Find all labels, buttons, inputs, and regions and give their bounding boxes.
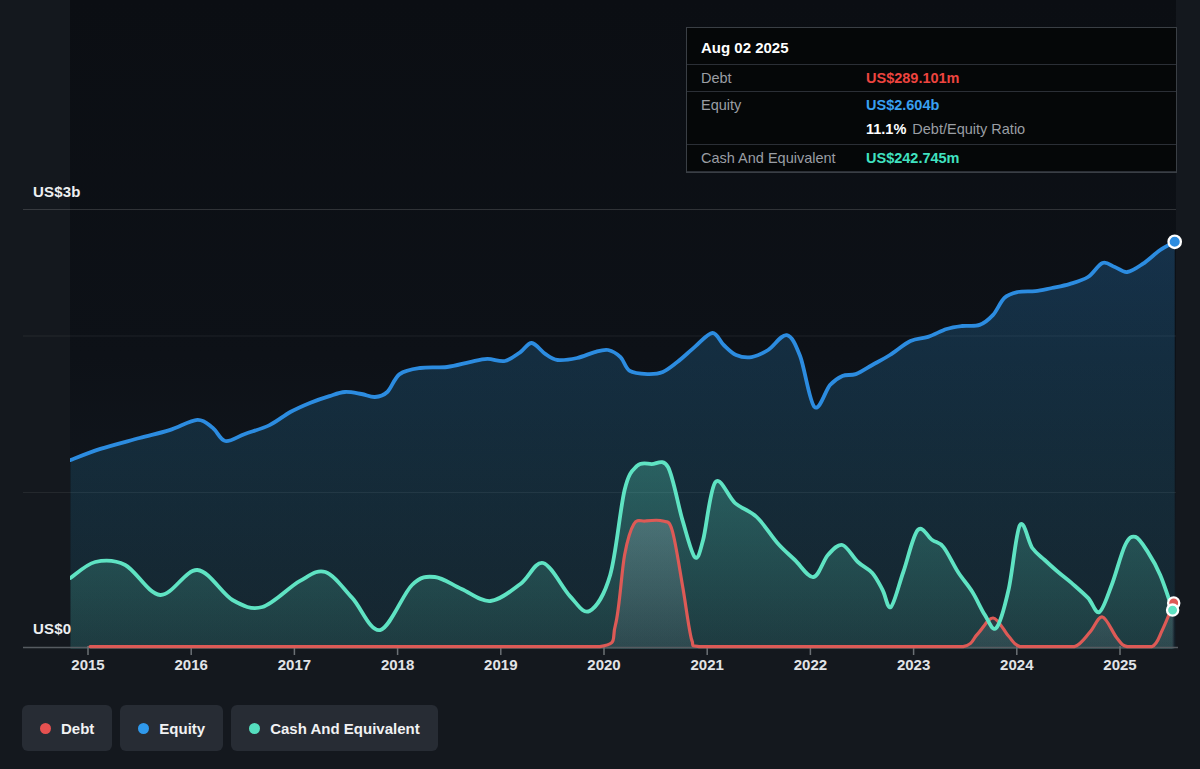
y-axis-label-top: US$3b <box>33 183 81 200</box>
tooltip-row-equity: Equity US$2.604b <box>687 91 1176 118</box>
tooltip-debt-label: Debt <box>701 70 866 86</box>
legend-debt-label: Debt <box>61 720 94 737</box>
legend-cash-label: Cash And Equivalent <box>270 720 419 737</box>
tooltip-ratio-value: 11.1% <box>866 121 906 137</box>
tooltip: Aug 02 2025 Debt US$289.101m Equity US$2… <box>686 27 1177 173</box>
x-axis-label-2021: 2021 <box>667 656 747 673</box>
tooltip-cash-label: Cash And Equivalent <box>701 150 866 166</box>
x-axis-label-2017: 2017 <box>254 656 334 673</box>
tooltip-ratio: 11.1% Debt/Equity Ratio <box>866 121 1025 137</box>
cash-and-equivalent-endpoint-marker <box>1167 605 1178 616</box>
legend: Debt Equity Cash And Equivalent <box>22 705 438 751</box>
debt-dot-icon <box>40 723 51 734</box>
legend-equity-label: Equity <box>159 720 205 737</box>
tooltip-date: Aug 02 2025 <box>687 34 1176 64</box>
y-axis-label-bottom: US$0 <box>33 620 71 637</box>
tooltip-row-debt: Debt US$289.101m <box>687 64 1176 91</box>
legend-item-cash[interactable]: Cash And Equivalent <box>231 705 437 751</box>
legend-item-debt[interactable]: Debt <box>22 705 112 751</box>
cash-dot-icon <box>249 723 260 734</box>
chart-panel: US$3b US$0 2015 2016 2017 2018 2019 2020… <box>0 0 1200 769</box>
x-axis-label-2019: 2019 <box>461 656 541 673</box>
tooltip-equity-value: US$2.604b <box>866 97 939 113</box>
x-axis-label-2023: 2023 <box>874 656 954 673</box>
x-axis-label-2020: 2020 <box>564 656 644 673</box>
x-axis-label-2018: 2018 <box>358 656 438 673</box>
tooltip-cash-value: US$242.745m <box>866 150 960 166</box>
equity-endpoint-marker <box>1169 236 1181 248</box>
x-axis-label-2022: 2022 <box>770 656 850 673</box>
x-axis-label-2015: 2015 <box>48 656 128 673</box>
tooltip-equity-label: Equity <box>701 97 866 113</box>
equity-dot-icon <box>138 723 149 734</box>
x-axis-label-2024: 2024 <box>977 656 1057 673</box>
tooltip-row-ratio: 11.1% Debt/Equity Ratio <box>687 118 1176 144</box>
tooltip-ratio-label: Debt/Equity Ratio <box>912 121 1025 137</box>
x-axis-label-2025: 2025 <box>1080 656 1160 673</box>
tooltip-debt-value: US$289.101m <box>866 70 960 86</box>
x-axis-label-2016: 2016 <box>151 656 231 673</box>
tooltip-row-cash: Cash And Equivalent US$242.745m <box>687 144 1176 172</box>
legend-item-equity[interactable]: Equity <box>120 705 223 751</box>
